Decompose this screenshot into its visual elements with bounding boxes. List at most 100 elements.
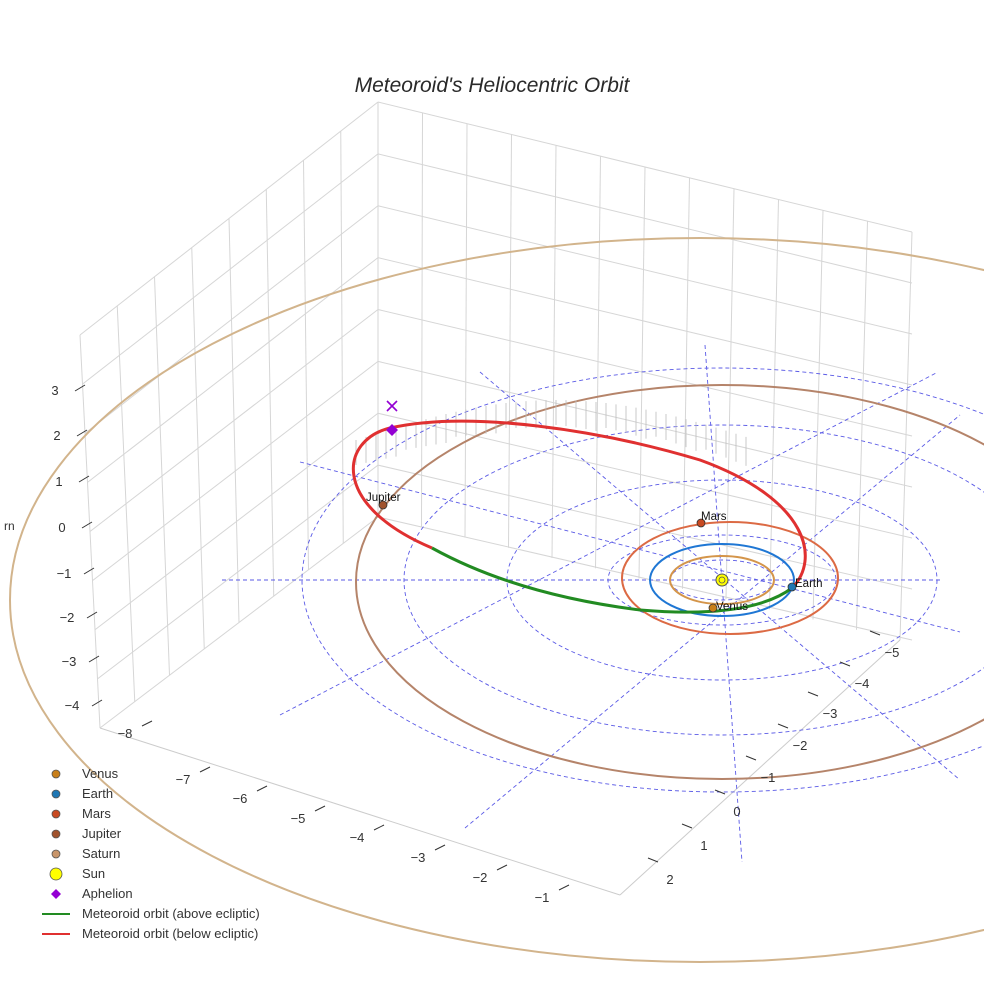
pane-grid-line xyxy=(99,516,379,729)
sun-marker xyxy=(715,573,729,587)
legend-symbol xyxy=(42,933,70,935)
x-tick-label: −5 xyxy=(291,811,306,826)
y-tick-mark xyxy=(714,789,726,795)
z-tick-label: −3 xyxy=(62,654,77,669)
z-tick-mark xyxy=(91,699,103,707)
pane-grid-line xyxy=(856,221,868,630)
legend: Venus Earth Mars Jupiter Saturn Sun Aphelion Me… xyxy=(40,764,340,944)
pane-grid-line xyxy=(769,199,779,610)
legend-item: Meteoroid orbit (above ecliptic) xyxy=(40,904,340,924)
pane-grid-line xyxy=(377,205,913,335)
y-tick-label: 0 xyxy=(733,804,740,819)
x-tick-label: −4 xyxy=(350,830,365,845)
pane-grid-line xyxy=(79,101,379,336)
aphelion-marker xyxy=(386,424,398,436)
legend-symbol xyxy=(51,849,61,859)
y-tick-mark xyxy=(839,661,851,667)
x-tick-label: −1 xyxy=(535,890,550,905)
pane-grid-line xyxy=(377,153,913,284)
legend-symbol xyxy=(49,867,63,881)
z-tick-label: −2 xyxy=(60,610,75,625)
earth-marker xyxy=(787,582,797,592)
legend-symbol xyxy=(51,829,61,839)
mars-marker xyxy=(696,518,706,528)
x-tick-mark xyxy=(314,805,326,812)
legend-symbol xyxy=(51,809,61,819)
venus-orbit xyxy=(669,555,775,605)
mars-label: Mars xyxy=(701,511,727,523)
legend-item: Mars xyxy=(40,804,340,824)
z-tick-label: −1 xyxy=(57,566,72,581)
chart-title: Meteoroid's Heliocentric Orbit xyxy=(354,74,630,97)
axis-edge-x xyxy=(99,727,621,896)
earth-orbit xyxy=(649,543,795,617)
pane-grid-line xyxy=(638,166,646,579)
y-tick-label: −1 xyxy=(761,770,776,785)
earth-label: Earth xyxy=(795,578,823,590)
legend-symbol xyxy=(51,889,61,899)
aphelion-projection-marker xyxy=(386,400,398,412)
legend-label: Earth xyxy=(82,786,114,801)
z-tick-label: −4 xyxy=(65,698,80,713)
legend-item: Earth xyxy=(40,784,340,804)
y-tick-mark xyxy=(807,691,819,697)
x-tick-mark xyxy=(256,785,268,792)
legend-label: Meteoroid orbit (above ecliptic) xyxy=(82,906,260,921)
ecliptic-grid-circle xyxy=(301,367,984,793)
y-tick-label: −5 xyxy=(885,645,900,660)
legend-symbol xyxy=(42,913,70,915)
legend-symbol xyxy=(51,789,61,799)
legend-item: Venus xyxy=(40,764,340,784)
z-axis-label: rn xyxy=(4,519,15,533)
x-tick-label: −3 xyxy=(411,850,426,865)
ecliptic-grid-spoke xyxy=(464,414,961,829)
legend-label: Jupiter xyxy=(82,826,122,841)
y-tick-mark xyxy=(681,823,693,829)
y-tick-mark xyxy=(647,857,659,863)
ecliptic-grid-spoke xyxy=(279,371,939,716)
legend-marker xyxy=(49,867,63,881)
meteoroid-orbit-above-ecliptic xyxy=(431,546,793,614)
pane-grid-line xyxy=(595,156,601,569)
y-tick-mark xyxy=(777,723,789,729)
jupiter-orbit xyxy=(355,384,984,780)
x-tick-mark xyxy=(373,824,385,831)
x-tick-label: −6 xyxy=(233,791,248,806)
pane-grid-line xyxy=(377,464,913,590)
z-tick-mark xyxy=(88,655,100,663)
saturn-orbit xyxy=(9,237,984,963)
pane-grid-line xyxy=(377,309,913,437)
x-tick-mark xyxy=(199,766,211,773)
axis-edge-y xyxy=(619,639,901,896)
z-tick-label: 1 xyxy=(55,474,62,489)
legend-marker xyxy=(51,789,61,799)
z-tick-label: 2 xyxy=(53,428,60,443)
y-tick-label: −4 xyxy=(855,676,870,691)
meteoroid-orbit-below-ecliptic xyxy=(351,419,807,590)
legend-label: Saturn xyxy=(82,846,121,861)
x-tick-mark xyxy=(141,720,153,727)
legend-item: Sun xyxy=(40,864,340,884)
legend-label: Venus xyxy=(82,766,119,781)
z-tick-mark xyxy=(76,429,88,437)
x-tick-label: −7 xyxy=(176,772,191,787)
legend-item: Meteoroid orbit (below ecliptic) xyxy=(40,924,340,944)
legend-symbol xyxy=(51,769,61,779)
legend-marker xyxy=(51,829,61,839)
legend-item: Saturn xyxy=(40,844,340,864)
legend-marker xyxy=(51,889,61,899)
z-tick-mark xyxy=(74,384,86,392)
legend-label: Meteoroid orbit (below ecliptic) xyxy=(82,926,259,941)
venus-marker xyxy=(708,603,718,613)
legend-marker xyxy=(51,809,61,819)
y-tick-mark xyxy=(869,630,881,636)
pane-grid-line xyxy=(377,516,913,641)
z-tick-mark xyxy=(81,521,93,529)
z-tick-mark xyxy=(78,475,90,483)
legend-label: Mars xyxy=(82,806,111,821)
legend-marker xyxy=(51,769,61,779)
pane-grid-line xyxy=(84,205,379,434)
z-tick-label: 3 xyxy=(51,383,58,398)
